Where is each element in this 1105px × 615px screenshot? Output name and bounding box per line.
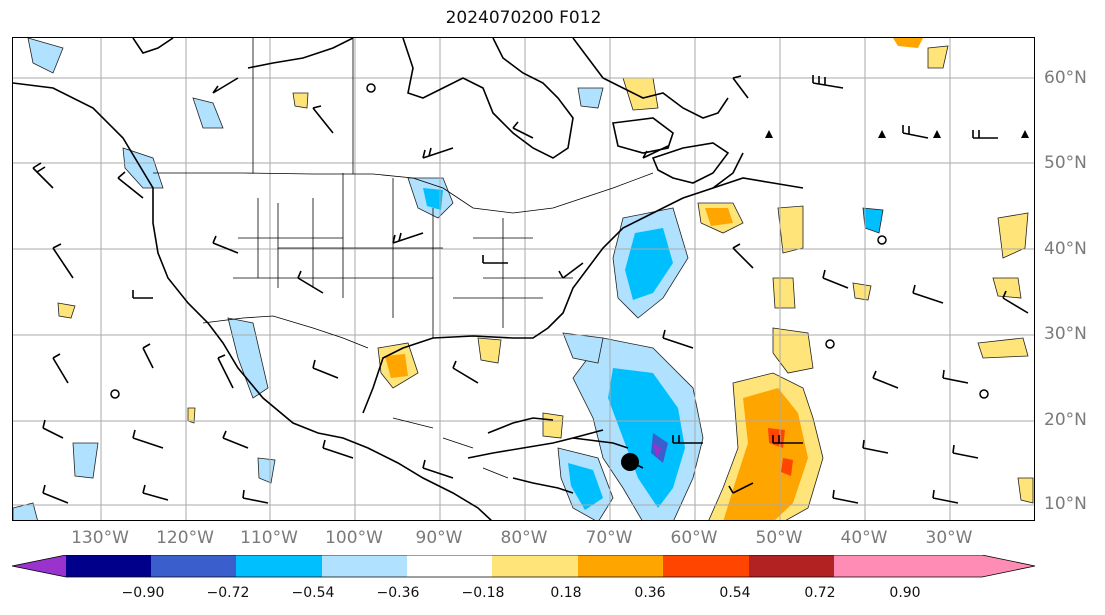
colorbar-segment-10 — [834, 555, 1035, 577]
lon-label-60w: 60°W — [670, 528, 718, 548]
colorbar-tick-6: 0.36 — [634, 585, 666, 601]
lat-label-30n: 30°N — [1044, 324, 1087, 344]
colorbar-tick-1: −0.72 — [206, 585, 250, 601]
graticule — [13, 38, 1034, 520]
colorbar-tick-0: −0.90 — [121, 585, 165, 601]
colorbar-segment-3 — [236, 555, 322, 577]
wind-barb-flags — [765, 130, 1029, 138]
lon-label-40w: 40°W — [840, 528, 888, 548]
lon-label-120w: 120°W — [156, 528, 214, 548]
political-borders — [153, 38, 654, 479]
calm-circles — [110, 83, 989, 399]
colorbar-segment-2 — [151, 555, 236, 577]
colorbar-tick-4: −0.18 — [461, 585, 505, 601]
lon-label-100w: 100°W — [325, 528, 383, 548]
lat-label-40n: 40°N — [1044, 239, 1087, 259]
lon-label-30w: 30°W — [925, 528, 973, 548]
colorbar-segment-1 — [66, 555, 151, 577]
lon-label-110w: 110°W — [240, 528, 298, 548]
colorbar-segment-5 — [407, 555, 492, 577]
lat-label-10n: 10°N — [1044, 494, 1087, 514]
colorbar-tick-8: 0.72 — [804, 585, 836, 601]
colorbar-tick-9: 0.90 — [889, 585, 921, 601]
lon-label-50w: 50°W — [755, 528, 803, 548]
colorbar-tick-2: −0.54 — [291, 585, 335, 601]
shading-negative — [13, 38, 884, 520]
wind-barbs — [32, 75, 1029, 504]
lat-label-50n: 50°N — [1044, 153, 1087, 173]
lon-label-70w: 70°W — [585, 528, 633, 548]
colorbar-segment-7 — [578, 555, 663, 577]
colorbar-segment-8 — [663, 555, 749, 577]
colorbar-segment-9 — [749, 555, 834, 577]
lat-label-60n: 60°N — [1044, 68, 1087, 88]
colorbar-segment-0 — [12, 555, 66, 577]
colorbar-tick-3: −0.36 — [376, 585, 420, 601]
coastlines — [13, 38, 804, 520]
colorbar-segment-4 — [322, 555, 407, 577]
lat-label-20n: 20°N — [1044, 410, 1087, 430]
map-canvas — [13, 38, 1034, 520]
lon-label-130w: 130°W — [71, 528, 129, 548]
colorbar-tick-7: 0.54 — [719, 585, 751, 601]
lon-label-90w: 90°W — [415, 528, 463, 548]
colorbar-segment-6 — [492, 555, 578, 577]
colorbar-tick-5: 0.18 — [550, 585, 582, 601]
lon-label-80w: 80°W — [500, 528, 548, 548]
weather-map — [12, 37, 1035, 521]
colorbar — [11, 555, 1036, 578]
storm-center-marker — [621, 453, 639, 471]
map-title: 2024070200 F012 — [445, 8, 602, 28]
